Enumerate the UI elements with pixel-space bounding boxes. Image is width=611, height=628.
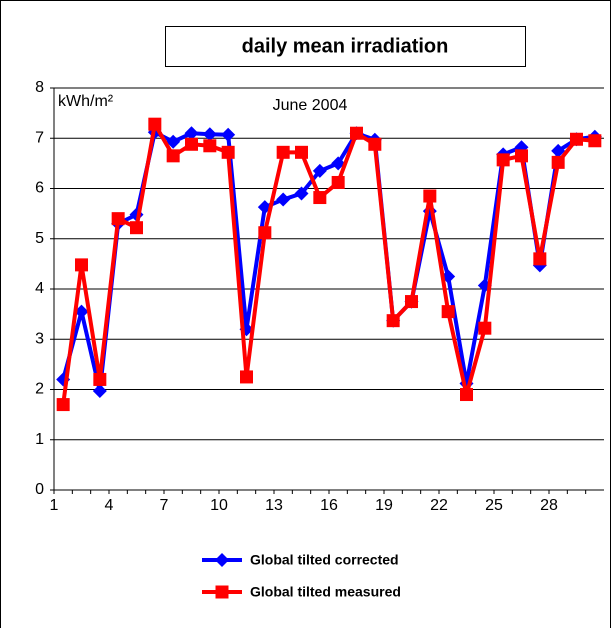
point [515,149,528,163]
point [405,295,418,309]
point [240,370,253,384]
point [215,553,229,567]
x-tick-label: 25 [485,497,503,514]
point [350,126,363,140]
y-axis-label: kWh/m² [58,93,114,110]
point [460,388,473,402]
point [368,137,382,151]
point [75,258,88,272]
title-box [165,26,526,67]
y-tick-label: 8 [35,79,44,96]
point [551,155,565,169]
x-tick-label: 28 [540,497,558,514]
x-tick-label: 22 [430,497,448,514]
point [202,127,217,142]
y-tick-label: 7 [35,129,44,146]
point [203,139,217,153]
y-tick-label: 0 [35,481,44,498]
point [331,156,346,171]
point [441,305,455,319]
point [533,252,547,266]
legend-label: Global tilted corrected [250,552,399,568]
point [130,221,143,235]
point [166,134,181,149]
point [588,134,602,148]
point [496,153,510,167]
point [111,212,125,226]
point [276,145,290,159]
point [184,126,199,141]
x-tick-label: 7 [160,497,169,514]
point [478,321,492,335]
point [423,189,437,203]
point [148,117,162,131]
point [570,132,583,146]
point [221,127,236,142]
point [215,585,229,599]
y-tick-label: 5 [35,230,44,247]
point [386,314,400,328]
point [313,191,327,205]
point [92,384,107,399]
chart-title: daily mean irradiation [242,35,449,57]
point [294,186,309,201]
point [312,163,327,178]
y-tick-label: 3 [35,330,44,347]
point [185,137,198,151]
point [276,192,291,207]
x-tick-label: 19 [375,497,393,514]
point [551,143,566,158]
point [331,175,345,189]
y-tick-label: 2 [35,381,44,398]
legend-label: Global tilted measured [250,584,401,600]
point [295,145,308,159]
x-tick-label: 4 [105,497,114,514]
point [258,226,272,240]
point [221,145,235,159]
x-tick-label: 10 [210,497,228,514]
point [93,372,107,386]
x-tick-label: 16 [320,497,338,514]
x-tick-label: 13 [265,497,283,514]
point [74,304,89,319]
y-tick-label: 4 [35,280,44,297]
annotation: June 2004 [273,97,348,114]
y-tick-label: 1 [35,431,44,448]
point [56,398,70,412]
point [166,149,180,163]
x-tick-label: 1 [50,497,59,514]
y-tick-label: 6 [35,180,44,197]
